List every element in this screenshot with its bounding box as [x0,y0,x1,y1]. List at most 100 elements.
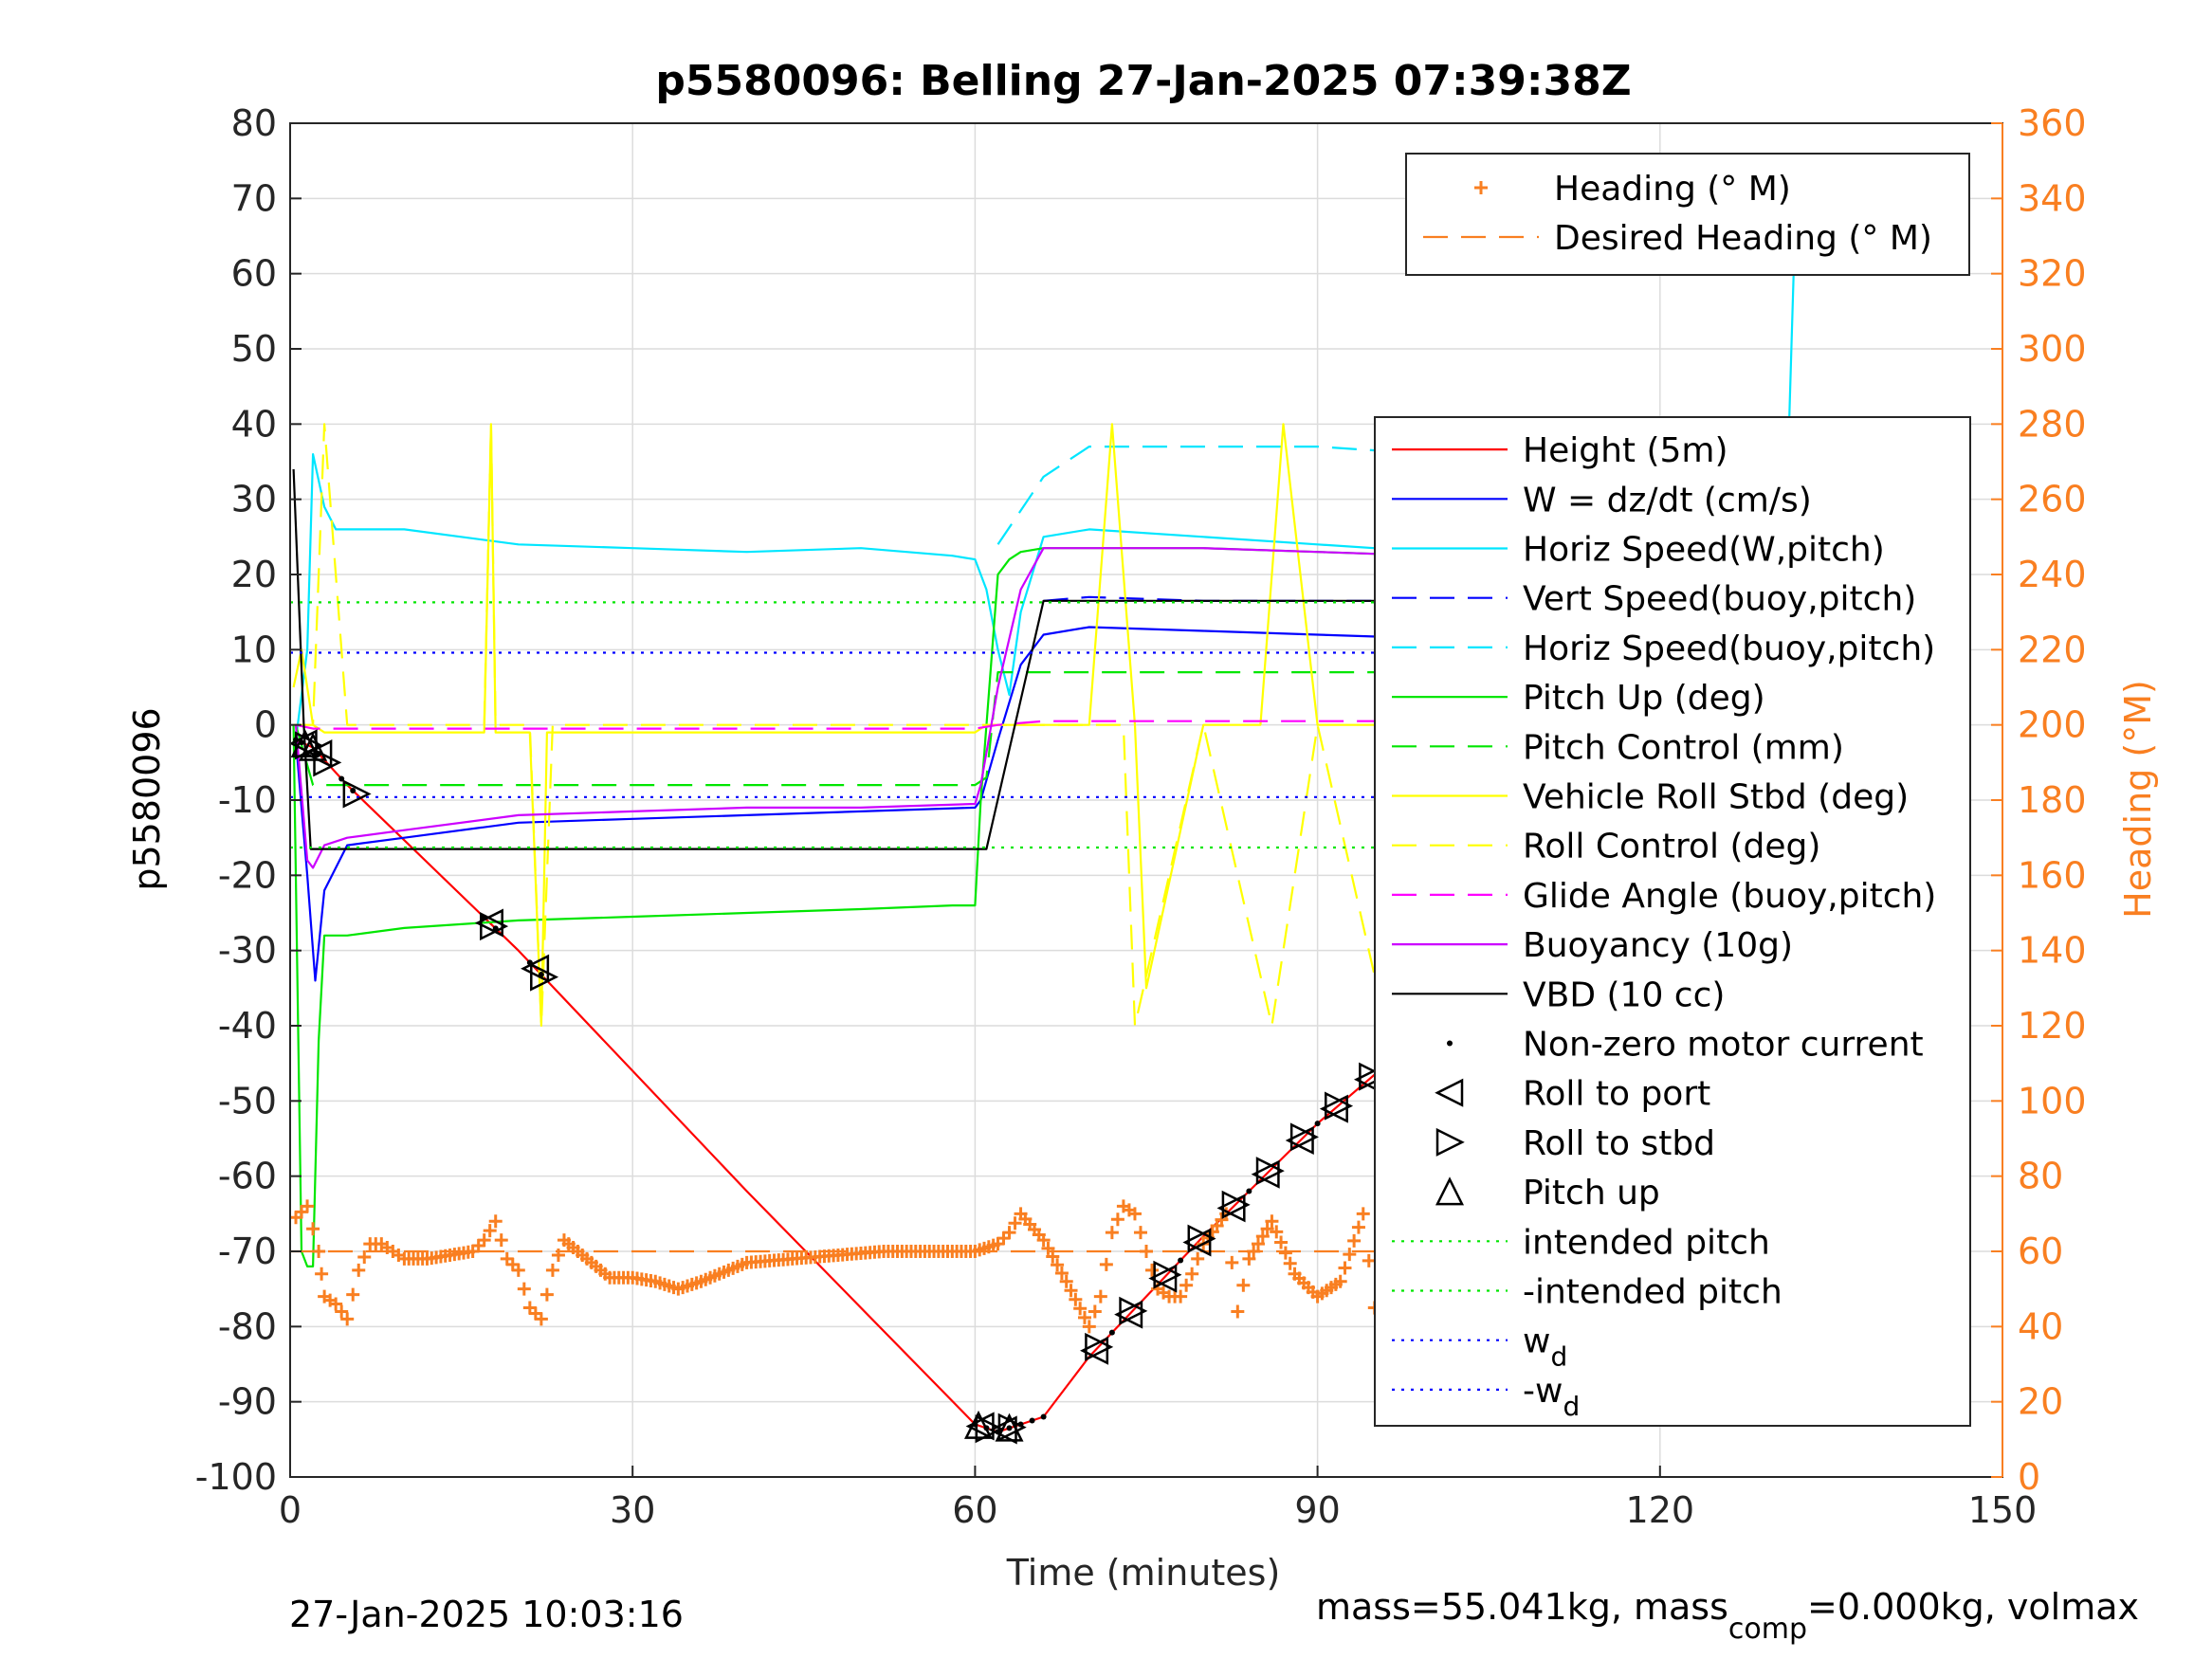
heading-point [1099,1257,1113,1271]
heading-point [1093,1289,1107,1304]
heading-point [1255,1230,1270,1244]
motor-current-point [1314,1121,1321,1127]
legend-entry-desired-heading-m: Desired Heading (° M) [1423,219,1932,258]
heading-point [315,1267,329,1281]
heading-point [1054,1267,1069,1281]
heading-point [1265,1214,1279,1229]
legend-label: Glide Angle (buoy,pitch) [1523,877,1936,916]
heading-point [1283,1256,1297,1270]
y-right-tick-label: 140 [2018,930,2087,972]
legend-label-text: intended pitch [1523,1223,1770,1262]
legend-label: W = dz/dt (cm/s) [1523,481,1812,520]
legend-label-text: Pitch Up (deg) [1523,679,1765,718]
footer-mass-main: mass=55.041kg, mass [1316,1586,1728,1628]
heading-point [1002,1226,1016,1240]
legend-entry-glide-angle-buoy-pitch: Glide Angle (buoy,pitch) [1392,877,1936,916]
y-tick-label: -100 [195,1456,277,1498]
heading-point [1247,1245,1261,1258]
y-right-tick-label: 80 [2018,1156,2063,1197]
heading-point [1036,1233,1051,1248]
heading-point [1051,1258,1065,1272]
heading-point [1347,1233,1362,1248]
y-axis-label-right: Heading (°M) [2117,680,2159,919]
roll-to-port-marker [1148,1264,1178,1293]
heading-point [1140,1245,1153,1258]
legend-label: VBD (10 cc) [1523,975,1725,1014]
legend-label-text: -w [1523,1372,1563,1411]
pitch-up-marker [995,1413,1024,1442]
y-tick-label: 20 [231,554,277,595]
heading-point [1064,1284,1078,1298]
y-tick-label: -70 [218,1231,277,1272]
heading-point [1088,1304,1102,1319]
legend-label-text: Vehicle Roll Stbd (deg) [1523,778,1909,817]
y-tick-label: -60 [218,1156,277,1197]
legend-label: Horiz Speed(W,pitch) [1523,531,1885,570]
legend-entry-wd: -wd [1392,1372,1580,1422]
legend-label-text: w [1523,1322,1550,1361]
heading-point [1278,1246,1292,1260]
roll-to-stbd-marker [1325,1091,1354,1121]
y-tick-label: -10 [218,779,277,821]
y-right-tick-label: 60 [2018,1231,2063,1272]
y-tick-label: -20 [218,854,277,896]
legend-heading: Heading (° M) Desired Heading (° M) [1405,153,1970,276]
heading-point [1242,1251,1256,1266]
roll-to-stbd-marker [1119,1296,1148,1325]
y-right-tick-label: 200 [2018,704,2087,746]
y-right-tick-label: 360 [2018,102,2087,144]
legend-label: Pitch up [1523,1174,1660,1212]
legend-label: Roll to stbd [1523,1124,1715,1163]
heading-point [517,1282,531,1296]
y-right-tick-label: 160 [2018,854,2087,896]
legend-label-text: Roll to stbd [1523,1124,1715,1163]
x-tick-label: 150 [1968,1489,2038,1531]
heading-point [1133,1226,1147,1240]
legend-label-text: Buoyancy (10g) [1523,926,1793,965]
y-tick-label: 0 [254,704,277,746]
legend-label: -wd [1523,1372,1580,1422]
roll-to-port-marker [1182,1228,1212,1257]
heading-point [539,1287,554,1302]
legend-label: wd [1523,1322,1567,1373]
legend-swatch [1474,181,1488,194]
y-right-tick-label: 220 [2018,629,2087,670]
x-tick-label: 120 [1626,1489,1695,1531]
legend-entry-buoyancy-10g: Buoyancy (10g) [1392,926,1793,965]
y-right-tick-label: 40 [2018,1305,2063,1347]
legend-label: Horiz Speed(buoy,pitch) [1523,629,1935,668]
legend-label-text: VBD (10 cc) [1523,975,1725,1014]
legend-entry-heading-m: Heading (° M) [1474,170,1791,209]
heading-point [1356,1207,1370,1221]
legend-entry-vehicle-roll-stbd-deg: Vehicle Roll Stbd (deg) [1392,778,1909,817]
legend-entry-horiz-speed-w-pitch: Horiz Speed(W,pitch) [1392,531,1885,570]
legend-label-sub: d [1550,1341,1567,1373]
legend-label-text: Pitch Control (mm) [1523,728,1844,767]
motor-current-point [1178,1257,1184,1264]
heading-point [1008,1216,1022,1231]
heading-point [1236,1278,1251,1292]
roll-to-stbd-marker [1187,1224,1216,1253]
roll-to-port-marker [1080,1336,1109,1365]
roll-to-stbd-marker [342,779,372,809]
legend-box [1374,416,1971,1427]
legend-entry-height-5m: Height (5m) [1392,431,1728,470]
heading-point [1338,1261,1352,1275]
y-tick-label: -50 [218,1080,277,1121]
legend-label: Height (5m) [1523,431,1728,470]
y-tick-label: 30 [231,479,277,520]
heading-point [1191,1251,1205,1266]
heading-point [1105,1226,1119,1240]
pitch-up-marker [963,1410,994,1439]
legend-label-text: Horiz Speed(buoy,pitch) [1523,629,1935,668]
legend-label-text: W = dz/dt (cm/s) [1523,481,1812,520]
heading-point [335,1304,349,1319]
x-tick-label: 30 [610,1489,655,1531]
heading-point [1179,1278,1194,1292]
x-tick-label: 60 [952,1489,997,1531]
legend-entry-vbd-10-cc: VBD (10 cc) [1392,975,1725,1014]
heading-point [1069,1292,1083,1306]
pitch-up-marker [299,732,328,761]
y-right-tick-label: 180 [2018,779,2087,821]
